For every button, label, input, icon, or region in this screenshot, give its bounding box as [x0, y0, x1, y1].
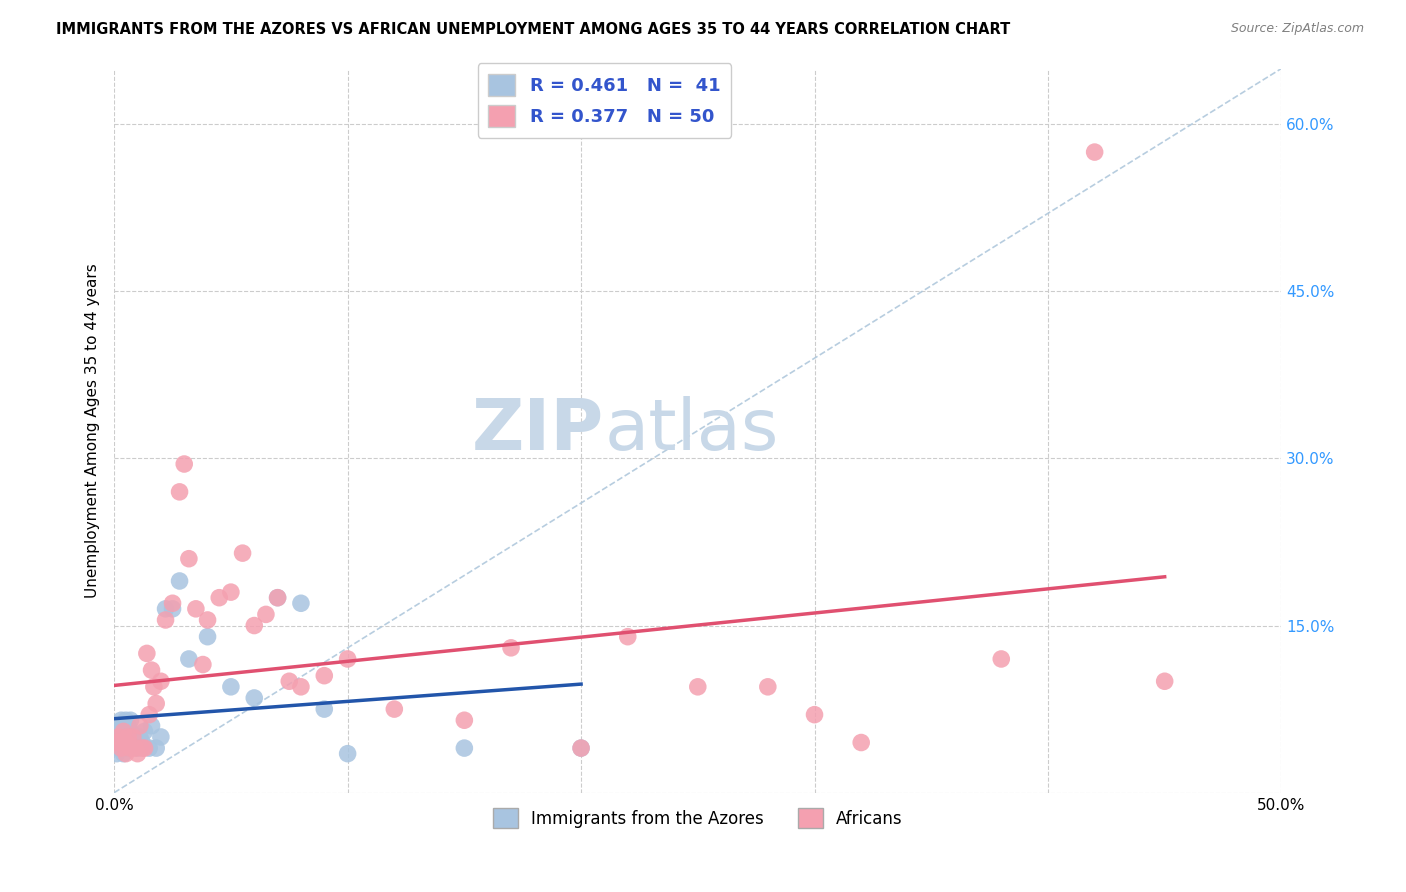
Point	[112, 747, 135, 761]
Point	[162, 596, 184, 610]
Point	[115, 724, 138, 739]
Point	[266, 591, 288, 605]
Point	[127, 741, 149, 756]
Point	[177, 652, 200, 666]
Point	[117, 730, 139, 744]
Point	[128, 730, 150, 744]
Point	[120, 713, 142, 727]
Point	[108, 730, 131, 744]
Point	[177, 551, 200, 566]
Legend: Immigrants from the Azores, Africans: Immigrants from the Azores, Africans	[486, 801, 910, 835]
Point	[756, 680, 779, 694]
Point	[134, 741, 156, 756]
Point	[336, 652, 359, 666]
Point	[569, 741, 592, 756]
Point	[117, 719, 139, 733]
Point	[197, 613, 219, 627]
Point	[110, 735, 132, 749]
Point	[121, 730, 143, 744]
Point	[131, 735, 153, 749]
Point	[115, 747, 138, 761]
Point	[382, 702, 405, 716]
Point	[499, 640, 522, 655]
Point	[108, 730, 131, 744]
Point	[105, 735, 128, 749]
Point	[173, 457, 195, 471]
Point	[162, 602, 184, 616]
Point	[149, 674, 172, 689]
Point	[278, 674, 301, 689]
Point	[115, 735, 138, 749]
Point	[105, 735, 128, 749]
Point	[135, 647, 157, 661]
Point	[127, 747, 149, 761]
Point	[120, 741, 142, 756]
Point	[851, 735, 873, 749]
Point	[184, 602, 207, 616]
Point	[1084, 145, 1107, 159]
Point	[803, 707, 825, 722]
Text: ZIP: ZIP	[472, 396, 605, 465]
Point	[115, 713, 138, 727]
Point	[1153, 674, 1175, 689]
Point	[112, 719, 135, 733]
Point	[453, 713, 475, 727]
Point	[117, 735, 139, 749]
Point	[336, 747, 359, 761]
Point	[243, 618, 266, 632]
Point	[121, 735, 143, 749]
Point	[115, 741, 138, 756]
Point	[169, 484, 191, 499]
Point	[208, 591, 231, 605]
Point	[453, 741, 475, 756]
Point	[112, 724, 135, 739]
Point	[124, 741, 146, 756]
Point	[145, 697, 167, 711]
Point	[131, 741, 153, 756]
Point	[110, 713, 132, 727]
Point	[314, 668, 336, 682]
Point	[197, 630, 219, 644]
Point	[120, 724, 142, 739]
Point	[124, 730, 146, 744]
Point	[254, 607, 277, 622]
Point	[990, 652, 1012, 666]
Point	[314, 702, 336, 716]
Point	[266, 591, 288, 605]
Point	[149, 730, 172, 744]
Point	[243, 690, 266, 705]
Point	[145, 741, 167, 756]
Point	[232, 546, 254, 560]
Point	[290, 596, 312, 610]
Point	[686, 680, 709, 694]
Text: Source: ZipAtlas.com: Source: ZipAtlas.com	[1230, 22, 1364, 36]
Point	[105, 747, 128, 761]
Point	[110, 724, 132, 739]
Point	[134, 724, 156, 739]
Point	[138, 741, 160, 756]
Point	[155, 613, 177, 627]
Point	[141, 719, 163, 733]
Point	[108, 719, 131, 733]
Point	[290, 680, 312, 694]
Point	[155, 602, 177, 616]
Point	[141, 663, 163, 677]
Point	[169, 574, 191, 588]
Point	[219, 585, 242, 599]
Point	[138, 707, 160, 722]
Y-axis label: Unemployment Among Ages 35 to 44 years: Unemployment Among Ages 35 to 44 years	[86, 263, 100, 598]
Text: atlas: atlas	[605, 396, 779, 465]
Point	[219, 680, 242, 694]
Point	[569, 741, 592, 756]
Point	[105, 724, 128, 739]
Text: IMMIGRANTS FROM THE AZORES VS AFRICAN UNEMPLOYMENT AMONG AGES 35 TO 44 YEARS COR: IMMIGRANTS FROM THE AZORES VS AFRICAN UN…	[56, 22, 1011, 37]
Point	[128, 719, 150, 733]
Point	[110, 741, 132, 756]
Point	[142, 680, 165, 694]
Point	[616, 630, 638, 644]
Point	[191, 657, 214, 672]
Point	[108, 741, 131, 756]
